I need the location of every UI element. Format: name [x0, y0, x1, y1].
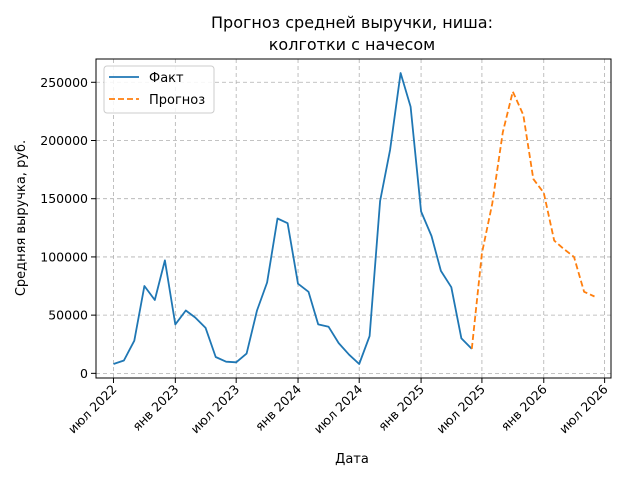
- y-axis-label: Средняя выручка, руб.: [14, 140, 29, 296]
- chart-title-line-2: колготки с начесом: [269, 35, 435, 54]
- series-lines: [113, 72, 595, 365]
- legend-label-fact: Факт: [149, 71, 184, 86]
- axes-frame: [95, 58, 612, 379]
- y-tick-label: 50000: [48, 308, 88, 323]
- x-tick-label: июл 2024: [311, 381, 366, 436]
- x-tick-label: янв 2023: [129, 382, 181, 434]
- x-tick-label: янв 2024: [252, 381, 304, 433]
- y-tick-label: 150000: [40, 191, 88, 206]
- chart-title-line-1: Прогноз средней выручки, ниша:: [211, 13, 493, 32]
- y-tick-label: 250000: [40, 75, 88, 90]
- x-tick-label: июл 2025: [433, 382, 488, 437]
- y-tick-label: 100000: [40, 249, 88, 264]
- x-tick-label: июл 2022: [65, 382, 120, 437]
- legend: Факт Прогноз: [103, 65, 215, 114]
- y-tick-label: 200000: [40, 133, 88, 148]
- x-axis-label: Дата: [335, 452, 369, 467]
- x-tick-label: июл 2026: [556, 381, 611, 436]
- x-tick-label: янв 2026: [498, 381, 550, 433]
- series-line-forecast: [470, 90, 595, 349]
- legend-label-forecast: Прогноз: [149, 93, 205, 108]
- x-axis-ticks: июл 2022 янв 2023 июл 2023 янв 2024 июл 2024…: [65, 378, 611, 436]
- x-tick-label: янв 2025: [375, 382, 427, 434]
- y-tick-label: 0: [80, 366, 88, 381]
- series-line-fact: [113, 72, 473, 365]
- y-axis-ticks: 0 50000 100000 150000 200000 250000: [40, 75, 96, 381]
- x-tick-label: июл 2023: [188, 382, 243, 437]
